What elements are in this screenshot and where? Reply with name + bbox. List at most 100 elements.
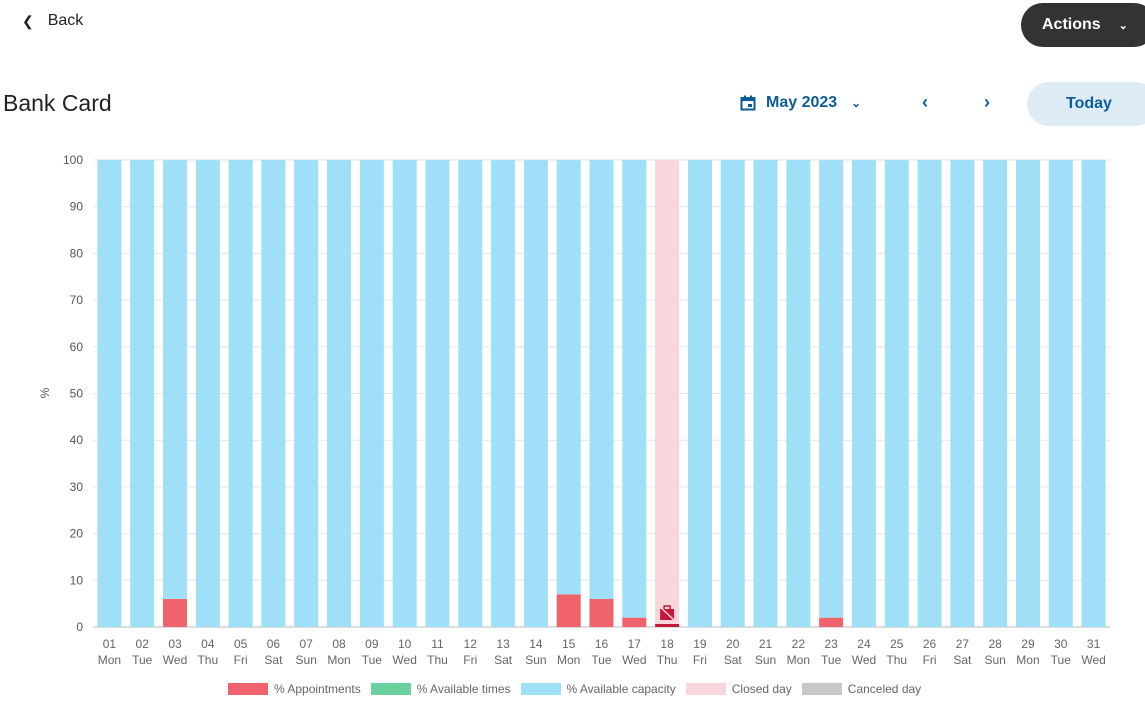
capacity-bar	[97, 160, 122, 627]
x-tick-weekday: Sat	[724, 653, 743, 667]
y-tick-label: 60	[70, 340, 84, 354]
capacity-bar	[1081, 160, 1106, 627]
capacity-bar	[359, 160, 384, 627]
capacity-bar	[523, 160, 548, 627]
actions-button[interactable]: Actions ⌄	[1021, 3, 1145, 47]
capacity-bar	[884, 160, 909, 627]
month-selector[interactable]: May 2023 ⌄	[740, 94, 861, 112]
capacity-bar	[720, 160, 745, 627]
x-tick-day: 20	[726, 637, 740, 651]
x-tick-weekday: Wed	[392, 653, 416, 667]
capacity-bar	[130, 160, 155, 627]
x-tick-day: 30	[1054, 637, 1068, 651]
capacity-bar	[228, 160, 253, 627]
legend-item-closed-day[interactable]: Closed day	[685, 682, 792, 696]
x-tick-weekday: Mon	[787, 653, 810, 667]
x-tick-day: 19	[693, 637, 707, 651]
appointments-bar	[589, 598, 614, 627]
closed-day-marker	[655, 624, 680, 627]
calendar-icon	[740, 95, 756, 111]
x-tick-weekday: Wed	[622, 653, 646, 667]
capacity-bar	[983, 160, 1008, 627]
x-tick-weekday: Mon	[98, 653, 121, 667]
x-tick-day: 22	[792, 637, 806, 651]
capacity-bar	[851, 160, 876, 627]
x-tick-day: 01	[103, 637, 117, 651]
month-label: May 2023	[766, 94, 838, 111]
x-tick-weekday: Sat	[264, 653, 283, 667]
x-tick-weekday: Fri	[923, 653, 937, 667]
prev-month-button[interactable]: ‹	[922, 92, 928, 112]
x-tick-day: 29	[1021, 637, 1035, 651]
x-tick-day: 17	[628, 637, 642, 651]
x-tick-weekday: Wed	[1081, 653, 1105, 667]
x-tick-weekday: Wed	[163, 653, 187, 667]
x-tick-weekday: Thu	[427, 653, 448, 667]
actions-label: Actions	[1042, 16, 1101, 33]
x-tick-weekday: Tue	[1051, 653, 1072, 667]
legend-item-available-capacity[interactable]: % Available capacity	[520, 682, 676, 696]
appointments-bar	[622, 617, 647, 627]
x-tick-day: 21	[759, 637, 773, 651]
capacity-bar	[327, 160, 352, 627]
capacity-bar	[819, 160, 844, 618]
x-tick-weekday: Mon	[557, 653, 580, 667]
x-tick-day: 10	[398, 637, 412, 651]
legend-item-appointments[interactable]: % Appointments	[228, 682, 361, 696]
capacity-bar	[786, 160, 811, 627]
capacity-bar	[392, 160, 417, 627]
next-month-button[interactable]: ›	[984, 92, 990, 112]
x-tick-weekday: Mon	[1016, 653, 1039, 667]
capacity-bar	[491, 160, 516, 627]
y-tick-label: 10	[70, 573, 84, 587]
x-tick-weekday: Tue	[821, 653, 842, 667]
x-tick-day: 16	[595, 637, 609, 651]
x-tick-day: 11	[431, 637, 444, 651]
capacity-bar	[1015, 160, 1040, 627]
y-tick-label: 90	[70, 200, 84, 214]
capacity-bar	[163, 160, 188, 599]
x-tick-weekday: Fri	[693, 653, 707, 667]
x-tick-day: 05	[234, 637, 248, 651]
x-tick-weekday: Sun	[296, 653, 317, 667]
x-tick-day: 23	[824, 637, 838, 651]
x-tick-weekday: Tue	[362, 653, 383, 667]
x-tick-weekday: Sun	[525, 653, 546, 667]
x-tick-day: 13	[496, 637, 510, 651]
y-tick-label: 50	[70, 387, 84, 401]
x-tick-weekday: Sat	[494, 653, 513, 667]
x-tick-day: 26	[923, 637, 937, 651]
closed-briefcase-icon	[658, 605, 676, 622]
closed-day-bar	[655, 160, 680, 627]
capacity-bar	[622, 160, 647, 618]
x-tick-weekday: Thu	[886, 653, 907, 667]
x-tick-weekday: Tue	[591, 653, 612, 667]
capacity-bar	[556, 160, 581, 595]
y-tick-label: 40	[70, 433, 84, 447]
x-tick-day: 03	[168, 637, 182, 651]
x-tick-weekday: Tue	[132, 653, 153, 667]
x-tick-day: 25	[890, 637, 904, 651]
capacity-bar	[950, 160, 975, 627]
x-tick-weekday: Sat	[953, 653, 972, 667]
today-button[interactable]: Today	[1027, 82, 1145, 126]
capacity-bar	[1048, 160, 1073, 627]
chevron-down-icon: ⌄	[1118, 19, 1128, 32]
back-label: Back	[47, 12, 84, 29]
x-tick-weekday: Sun	[984, 653, 1005, 667]
x-tick-weekday: Thu	[657, 653, 678, 667]
capacity-bar	[195, 160, 220, 627]
x-tick-day: 06	[267, 637, 281, 651]
page-title: Bank Card	[3, 90, 112, 116]
x-tick-day: 15	[562, 637, 576, 651]
legend-item-canceled-day[interactable]: Canceled day	[801, 682, 921, 696]
x-tick-day: 28	[988, 637, 1002, 651]
capacity-bar	[294, 160, 319, 627]
capacity-bar	[458, 160, 483, 627]
legend-item-available-times[interactable]: % Available times	[370, 682, 511, 696]
back-button[interactable]: ❮ Back	[22, 12, 83, 30]
y-tick-label: 20	[70, 527, 84, 541]
appointments-bar	[819, 617, 844, 627]
appointments-bar	[163, 598, 188, 627]
